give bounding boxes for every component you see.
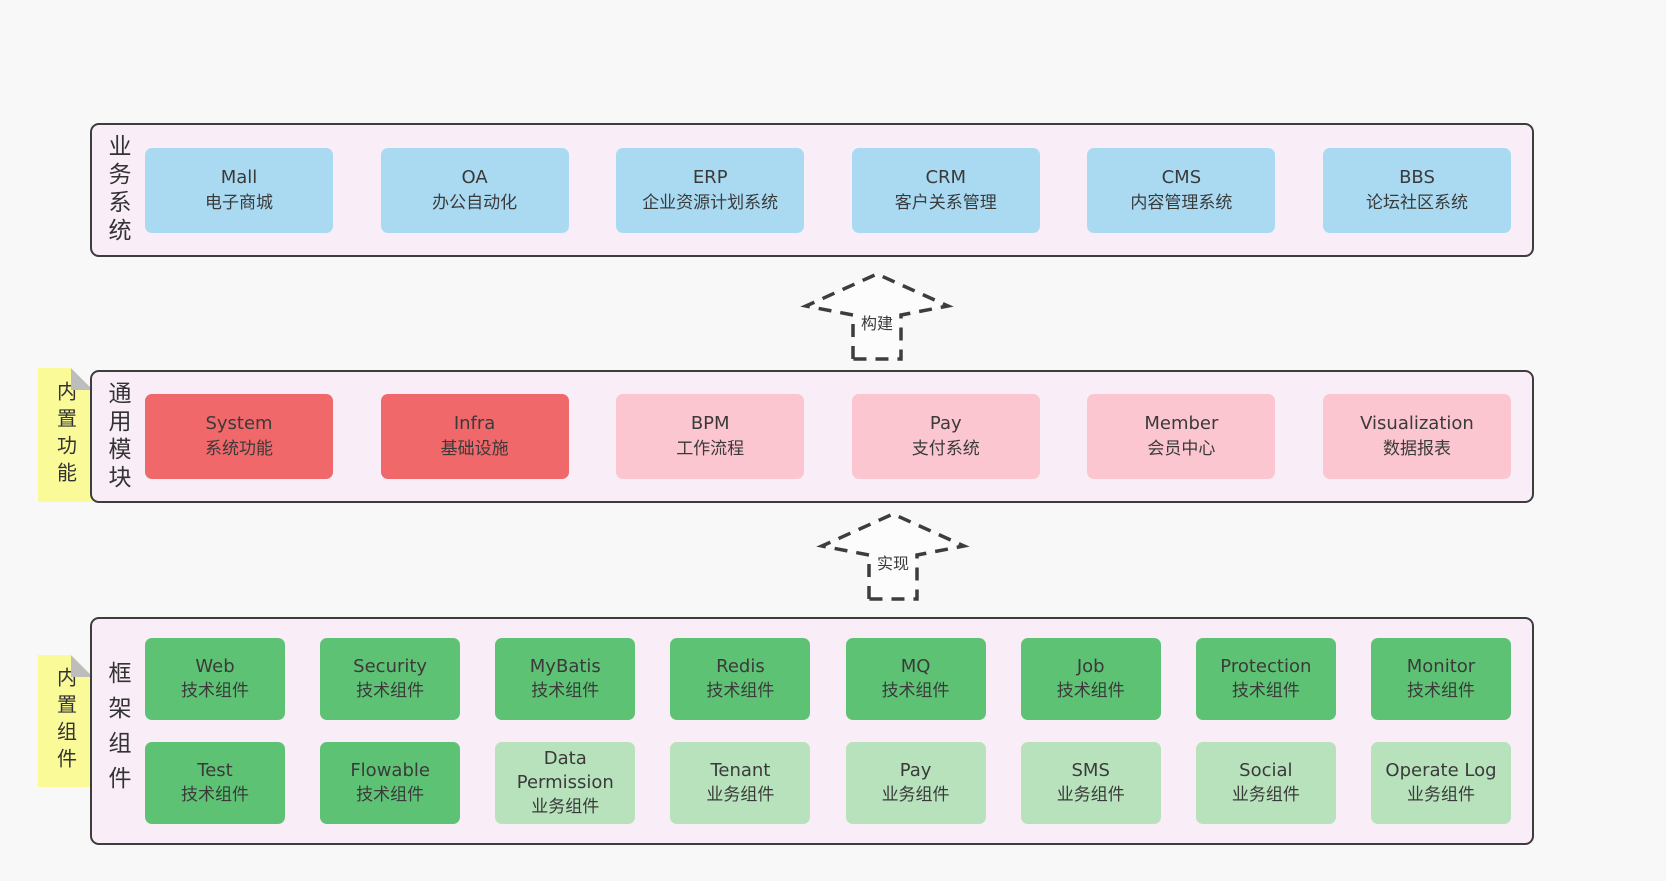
box-pay-biz: Pay 业务组件 <box>845 742 986 824</box>
box-tenant: Tenant 业务组件 <box>670 742 811 824</box>
box-title: Data Permission <box>516 748 614 793</box>
box-subtitle: 会员中心 <box>1147 439 1216 459</box>
box-erp: ERP 企业资源计划系统 <box>616 147 805 233</box>
box-title: Infra <box>453 413 496 434</box>
box-subtitle: 技术组件 <box>356 681 425 701</box>
box-subtitle: 办公自动化 <box>432 192 518 213</box>
band-label-framework: 框架组件 <box>104 661 130 801</box>
box-title: Member <box>1144 413 1219 434</box>
box-flowable: Flowable 技术组件 <box>320 742 461 824</box>
box-title: Monitor <box>1406 656 1476 677</box>
box-subtitle: 工作流程 <box>676 439 745 459</box>
box-title: Pay <box>899 760 932 781</box>
box-subtitle: 基础设施 <box>440 439 509 459</box>
box-subtitle: 数据报表 <box>1382 439 1451 459</box>
sticky-note-label: 内置组件 <box>53 667 78 775</box>
box-mybatis: MyBatis 技术组件 <box>495 638 636 720</box>
box-test: Test 技术组件 <box>145 742 285 824</box>
box-mall: Mall 电子商城 <box>145 147 333 233</box>
box-crm: CRM 客户关系管理 <box>851 147 1040 233</box>
box-title: MQ <box>900 656 931 677</box>
box-title: SMS <box>1071 760 1110 781</box>
box-subtitle: 技术组件 <box>356 785 425 805</box>
framework-components-band: 框架组件 Web 技术组件 Security 技术组件 MyBatis 技术组件… <box>90 617 1534 845</box>
box-subtitle: 论坛社区系统 <box>1365 192 1468 213</box>
box-web: Web 技术组件 <box>145 638 285 720</box>
box-title: Protection <box>1220 656 1312 677</box>
box-title: Security <box>353 656 428 677</box>
box-title: BPM <box>690 413 730 434</box>
build-arrow-icon: 构建 <box>798 268 956 364</box>
box-subtitle: 支付系统 <box>911 439 980 459</box>
arrow-label: 实现 <box>874 553 911 574</box>
box-protection: Protection 技术组件 <box>1195 638 1336 720</box>
box-title: CMS <box>1161 166 1202 188</box>
business-systems-band: 业务系统 Mall 电子商城 OA 办公自动化 ERP 企业资源计划系统 CRM… <box>90 123 1534 257</box>
box-job: Job 技术组件 <box>1020 638 1161 720</box>
box-pay: Pay 支付系统 <box>851 394 1040 479</box>
box-subtitle: 技术组件 <box>1406 681 1475 701</box>
box-subtitle: 业务组件 <box>881 785 950 805</box>
box-title: Test <box>197 760 233 781</box>
box-title: Tenant <box>710 760 771 781</box>
box-security: Security 技术组件 <box>320 638 461 720</box>
box-cms: CMS 内容管理系统 <box>1087 147 1276 233</box>
box-title: ERP <box>692 166 728 188</box>
box-title: MyBatis <box>529 656 601 677</box>
box-title: Pay <box>929 413 962 434</box>
box-subtitle: 电子商城 <box>205 192 273 213</box>
box-title: System <box>205 413 273 434</box>
box-title: Mall <box>220 166 258 188</box>
box-member: Member 会员中心 <box>1087 394 1276 479</box>
box-subtitle: 技术组件 <box>1056 681 1125 701</box>
box-redis: Redis 技术组件 <box>670 638 811 720</box>
box-subtitle: 企业资源计划系统 <box>642 192 779 213</box>
box-subtitle: 业务组件 <box>706 785 775 805</box>
box-title: OA <box>461 166 488 188</box>
box-infra: Infra 基础设施 <box>380 394 569 479</box>
box-title: CRM <box>925 166 967 188</box>
box-subtitle: 技术组件 <box>531 681 600 701</box>
box-title: Social <box>1239 760 1293 781</box>
common-modules-band: 通用模块 System 系统功能 Infra 基础设施 BPM 工作流程 Pay… <box>90 370 1534 503</box>
band-label-business: 业务系统 <box>104 134 130 246</box>
box-sms: SMS 业务组件 <box>1020 742 1161 824</box>
box-data-permission: Data Permission 业务组件 <box>495 742 636 824</box>
box-title: Operate Log <box>1385 760 1497 781</box>
box-mq: MQ 技术组件 <box>845 638 986 720</box>
box-subtitle: 客户关系管理 <box>894 192 997 213</box>
box-subtitle: 技术组件 <box>181 785 249 805</box>
sticky-note-builtin-features: 内置功能 <box>38 368 93 502</box>
arrow-label: 构建 <box>858 313 895 334</box>
box-system: System 系统功能 <box>145 394 333 479</box>
box-title: Visualization <box>1360 413 1474 434</box>
box-bbs: BBS 论坛社区系统 <box>1322 147 1511 233</box>
box-subtitle: 业务组件 <box>531 797 600 817</box>
box-monitor: Monitor 技术组件 <box>1370 638 1511 720</box>
sticky-note-label: 内置功能 <box>53 381 78 489</box>
box-title: Web <box>195 656 235 677</box>
box-subtitle: 技术组件 <box>1231 681 1300 701</box>
implement-arrow-icon: 实现 <box>814 508 972 604</box>
box-subtitle: 业务组件 <box>1056 785 1125 805</box>
box-subtitle: 系统功能 <box>205 439 273 459</box>
box-title: Flowable <box>350 760 430 781</box>
box-subtitle: 技术组件 <box>181 681 249 701</box>
box-social: Social 业务组件 <box>1195 742 1336 824</box>
box-title: Job <box>1076 656 1105 677</box>
box-subtitle: 内容管理系统 <box>1130 192 1233 213</box>
box-subtitle: 技术组件 <box>706 681 775 701</box>
box-visualization: Visualization 数据报表 <box>1322 394 1511 479</box>
box-title: BBS <box>1399 166 1435 188</box>
box-operate-log: Operate Log 业务组件 <box>1370 742 1511 824</box>
band-label-modules: 通用模块 <box>104 380 130 493</box>
sticky-note-builtin-components: 内置组件 <box>38 655 93 787</box>
box-oa: OA 办公自动化 <box>380 147 569 233</box>
box-subtitle: 业务组件 <box>1231 785 1300 805</box>
box-subtitle: 业务组件 <box>1406 785 1475 805</box>
box-title: Redis <box>716 656 765 677</box>
box-bpm: BPM 工作流程 <box>616 394 805 479</box>
box-subtitle: 技术组件 <box>881 681 950 701</box>
